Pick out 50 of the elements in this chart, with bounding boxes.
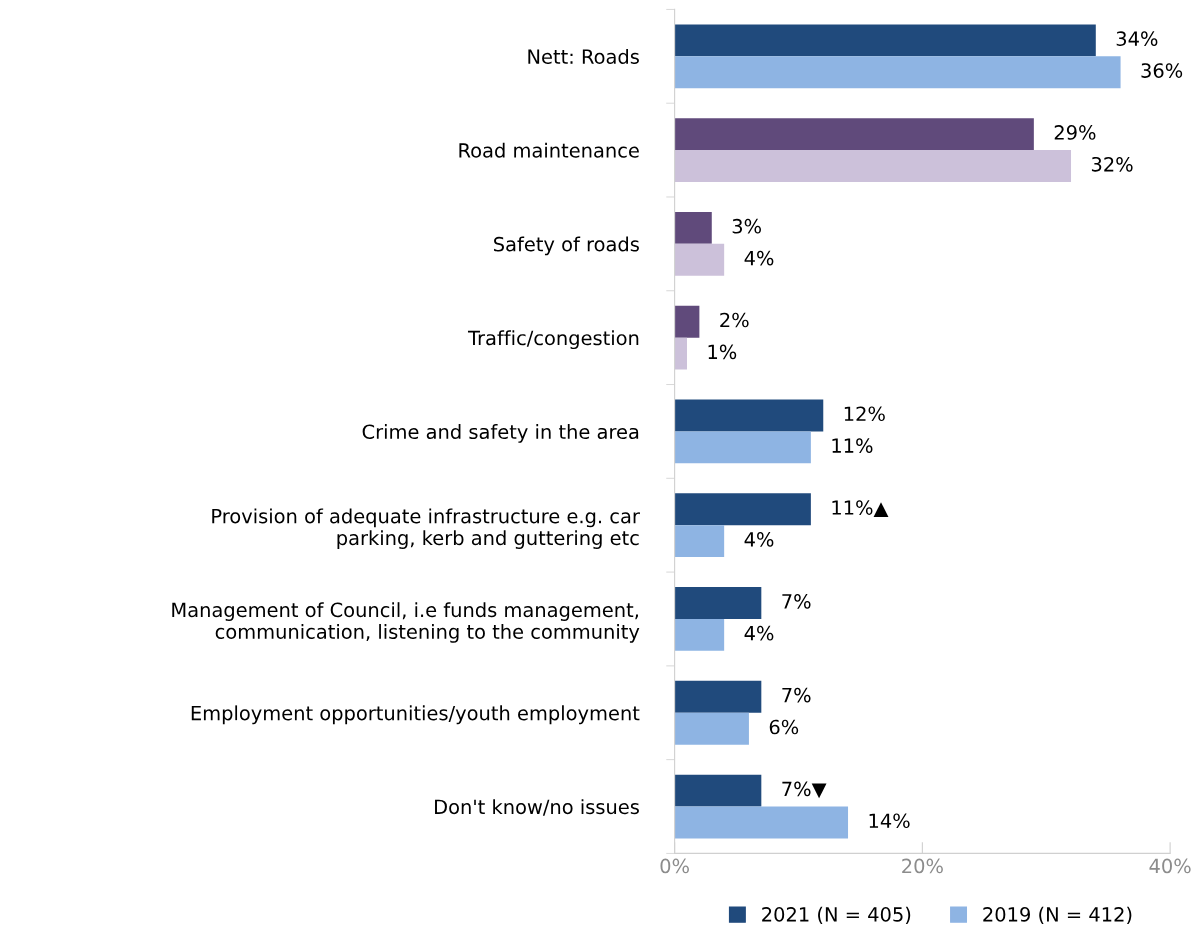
data-label: 4% — [744, 625, 774, 641]
bar — [674, 211, 712, 244]
legend-label: 2019 (N = 412) — [983, 906, 1132, 925]
bar — [674, 305, 700, 338]
bar — [674, 150, 1072, 182]
legend-label: 2021 (N = 405) — [762, 906, 911, 925]
x-tick-label: 20% — [902, 858, 943, 874]
bar — [674, 24, 1096, 57]
data-label: 4% — [744, 250, 774, 266]
bar — [674, 680, 762, 713]
y-tick-label: Safety of roads — [494, 236, 639, 256]
data-label: 7%▼ — [782, 781, 827, 799]
data-label: 36% — [1141, 63, 1183, 78]
y-tick-label: Provision of adequate infrastructure e.g. car parking, kerb and guttering etc — [212, 508, 640, 549]
y-tick-label: Road maintenance — [459, 142, 639, 158]
data-label: 29% — [1054, 125, 1096, 140]
bar — [674, 337, 687, 370]
bar — [674, 525, 725, 558]
data-label: 34% — [1116, 31, 1158, 47]
y-tick-label: Employment opportunities/youth employment — [191, 705, 640, 725]
bar — [674, 431, 811, 464]
bar — [674, 399, 824, 432]
data-label: 2% — [720, 312, 749, 328]
bar — [674, 243, 725, 276]
y-tick-label: Management of Council, i.e funds management, communication, listening to the community — [172, 602, 640, 643]
data-label: 1% — [708, 344, 737, 360]
data-label: 7% — [782, 687, 811, 703]
data-label: 7% — [782, 593, 811, 609]
y-tick-label: Don't know/no issues — [435, 799, 639, 816]
bar — [674, 493, 811, 526]
y-tick-label: Crime and safety in the area — [362, 424, 639, 443]
bar — [674, 587, 762, 619]
data-label: 11%▲ — [832, 500, 889, 518]
bar — [674, 712, 749, 745]
data-label: 12% — [844, 406, 885, 422]
data-label: 6% — [769, 719, 799, 735]
x-tick-label: 40% — [1149, 858, 1191, 874]
bar — [674, 774, 762, 807]
data-label: 4% — [744, 532, 774, 547]
data-label: 14% — [869, 813, 910, 829]
bar — [674, 118, 1034, 151]
bar — [674, 56, 1121, 89]
data-label: 3% — [732, 218, 761, 234]
y-tick-label: Traffic/congestion — [467, 330, 639, 350]
data-label: 32% — [1091, 156, 1133, 172]
bar — [674, 806, 849, 839]
data-label: 11% — [832, 438, 873, 454]
bar — [674, 618, 725, 651]
y-tick-label: Nett: Roads — [528, 48, 639, 64]
x-tick-label: 0% — [660, 858, 689, 874]
